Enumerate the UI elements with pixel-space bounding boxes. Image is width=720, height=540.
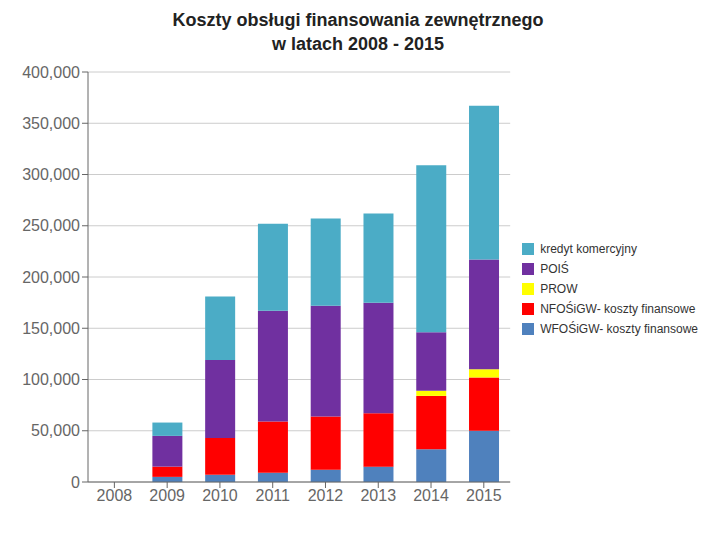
html-text:PROW: PROW [540,282,578,296]
html-text:w latach 2008 - 2015: w latach 2008 - 2015 [271,34,444,54]
html-text:kredyt komercyjny: kredyt komercyjny [540,242,637,256]
svg-text:2011: 2011 [256,487,291,504]
svg-text:2009: 2009 [149,487,185,504]
html-text:NFOŚiGW- koszty finansowe: NFOŚiGW- koszty finansowe [540,302,696,316]
html-text:WFOŚiGW- koszty finansowe: WFOŚiGW- koszty finansowe [540,322,698,336]
svg-text:2015: 2015 [466,487,502,504]
html-text:Koszty obsługi finansowania ze: Koszty obsługi finansowania zewnętrznego [172,10,544,30]
svg-text:200,000: 200,000 [22,269,80,286]
svg-text:2008: 2008 [97,487,133,504]
svg-text:2012: 2012 [308,487,344,504]
svg-text:2010: 2010 [202,487,238,504]
svg-text:250,000: 250,000 [22,217,80,234]
svg-text:2013: 2013 [360,487,396,504]
svg-text:100,000: 100,000 [22,371,80,388]
svg-text:50,000: 50,000 [31,422,80,439]
svg-text:300,000: 300,000 [22,166,80,183]
svg-text:400,000: 400,000 [22,64,80,81]
svg-text:0: 0 [71,474,80,491]
svg-text:350,000: 350,000 [22,115,80,132]
svg-text:2014: 2014 [413,487,449,504]
svg-text:150,000: 150,000 [22,320,80,337]
html-text:POIŚ: POIŚ [540,262,569,276]
